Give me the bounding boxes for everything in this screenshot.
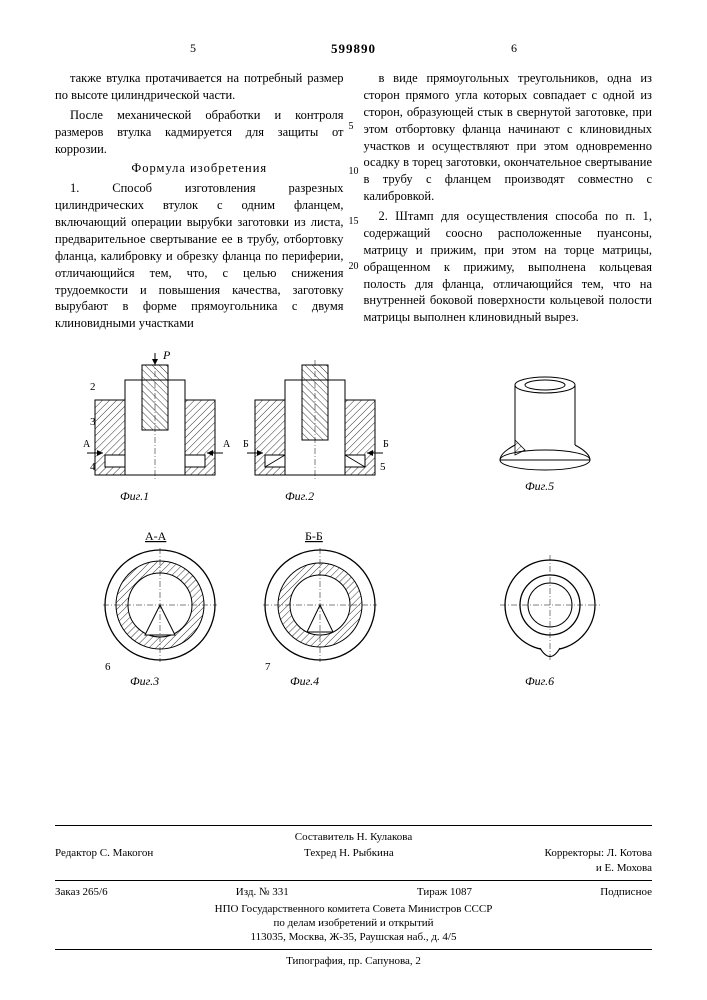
line-marker-20: 20	[349, 260, 359, 274]
fig6-drawing: Фиг.6	[500, 555, 600, 688]
footer-circulation: Тираж 1087	[417, 885, 472, 900]
footer-compiler: Составитель Н. Кулакова	[55, 830, 652, 844]
drawings-block: P А А 2 3 4 Фиг.1	[55, 350, 652, 770]
fig2-num5: 5	[380, 461, 386, 473]
fig2-drawing: Б Б 5 Фиг.2	[243, 360, 389, 503]
footer-order: Заказ 265/6	[55, 885, 108, 900]
footer-subscription: Подписное	[600, 885, 652, 900]
section-aa-label: А-А	[145, 529, 167, 543]
fig1-label: Фиг.1	[120, 489, 149, 503]
footer-block: Составитель Н. Кулакова Редактор С. Мако…	[55, 821, 652, 970]
document-number: 599890	[0, 40, 707, 58]
fig3-num6: 6	[105, 661, 111, 673]
line-marker-10: 10	[349, 165, 359, 179]
fig1-sec-A-right: А	[223, 439, 231, 450]
footer-correctors: Корректоры: Л. Котова и Е. Мохова	[545, 846, 652, 876]
fig1-num4: 4	[90, 461, 96, 473]
fig1-num3: 3	[90, 416, 96, 428]
svg-text:Б: Б	[383, 439, 389, 450]
fig1-P: P	[162, 350, 171, 362]
fig4-label: Фиг.4	[290, 674, 319, 688]
page: 5 6 599890 также втулка протачивается на…	[0, 0, 707, 1000]
footer-editor: Редактор С. Макогон	[55, 846, 153, 876]
fig1-num2: 2	[90, 381, 96, 393]
right-column: в виде прямоугольных треугольников, одна…	[364, 70, 653, 335]
svg-text:Б: Б	[243, 439, 249, 450]
text-columns: также втулка протачивается на потребный …	[55, 70, 652, 335]
fig5-label: Фиг.5	[525, 479, 554, 493]
line-marker-15: 15	[349, 215, 359, 229]
fig2-label: Фиг.2	[285, 489, 314, 503]
footer-publisher: НПО Государственного комитета Совета Мин…	[55, 902, 652, 945]
fig4-drawing: Б-Б 7 Фиг.4	[263, 529, 377, 688]
fig3-drawing: А-А 6 Фиг.3	[103, 529, 217, 688]
footer-tech-editor: Техред Н. Рыбкина	[304, 846, 394, 876]
left-p2: После механической обработки и контроля …	[55, 107, 344, 158]
fig6-label: Фиг.6	[525, 674, 554, 688]
claim-2: 2. Штамп для осуществления способа по п.…	[364, 208, 653, 326]
figures-svg: P А А 2 3 4 Фиг.1	[55, 350, 652, 770]
fig4-num7: 7	[265, 661, 271, 673]
formula-title: Формула изобретения	[55, 160, 344, 177]
fig5-drawing: Фиг.5	[500, 377, 590, 493]
left-p1: также втулка протачивается на потребный …	[55, 70, 344, 104]
claim-1: 1. Способ изготовления разрезных цилиндр…	[55, 180, 344, 332]
footer-printer: Типография, пр. Сапунова, 2	[55, 954, 652, 968]
left-column: также втулка протачивается на потребный …	[55, 70, 344, 335]
footer-edition: Изд. № 331	[236, 885, 289, 900]
right-p1: в виде прямоугольных треугольников, одна…	[364, 70, 653, 205]
line-marker-5: 5	[349, 120, 354, 134]
fig3-label: Фиг.3	[130, 674, 159, 688]
section-bb-label: Б-Б	[305, 529, 323, 543]
fig1-drawing: P А А 2 3 4 Фиг.1	[83, 350, 231, 503]
fig1-sec-A-left: А	[83, 439, 91, 450]
